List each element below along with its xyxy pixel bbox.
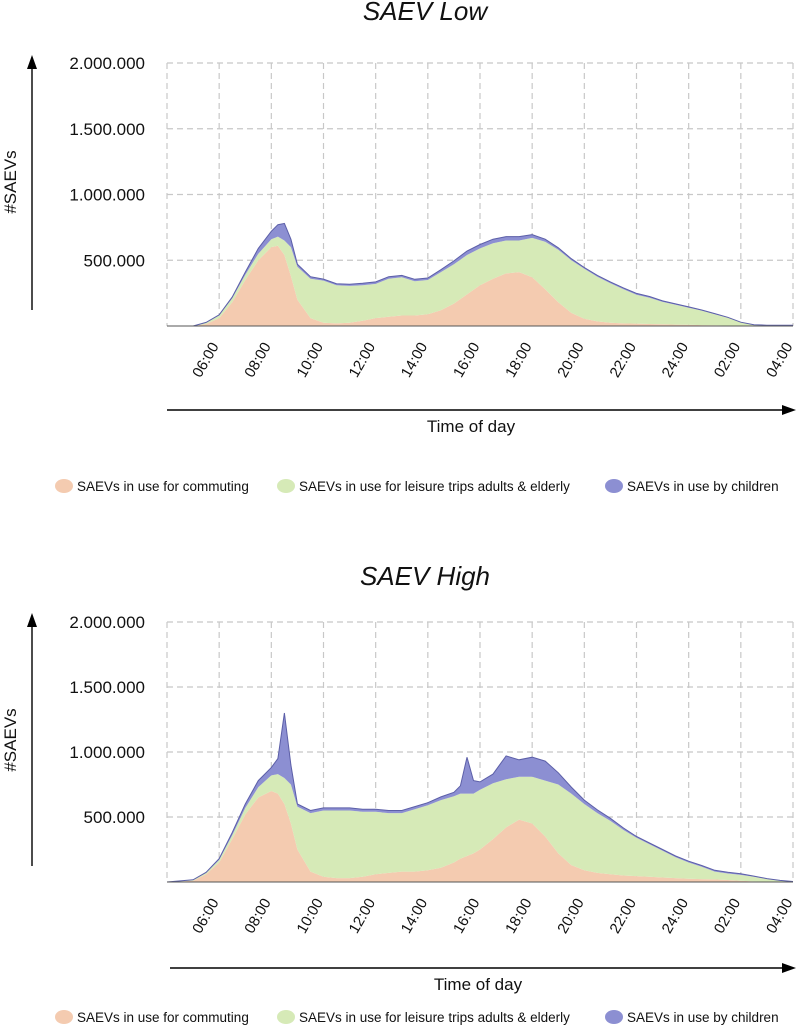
legend-label-commuting: SAEVs in use for commuting [77, 1010, 249, 1025]
area-series-2 [167, 774, 793, 882]
legend: SAEVs in use for commuting SAEVs in use … [55, 479, 779, 494]
legend-item-commuting: SAEVs in use for commuting [55, 1010, 249, 1025]
x-tick-label: 24:00 [659, 340, 692, 381]
legend-label-leisure: SAEVs in use for leisure trips adults & … [299, 479, 570, 494]
y-axis-arrow-head [27, 613, 37, 627]
area-series-group [166, 712, 794, 883]
x-tick-label: 10:00 [293, 896, 326, 937]
x-tick-label: 14:00 [398, 895, 431, 936]
legend-item-leisure: SAEVs in use for leisure trips adults & … [277, 1010, 570, 1025]
chart-title: SAEV Low [363, 0, 490, 26]
area-total-outline [166, 712, 794, 883]
y-tick-labels: 500.000 1.000.000 1.500.000 2.000.000 [69, 613, 145, 827]
x-tick-label: 04:00 [763, 896, 796, 937]
legend-swatch-commuting [55, 1010, 73, 1024]
legend-swatch-leisure [277, 1010, 295, 1024]
legend-item-children: SAEVs in use by children [605, 1010, 779, 1025]
legend-swatch-commuting [55, 479, 73, 493]
legend-item-leisure: SAEVs in use for leisure trips adults & … [277, 479, 570, 494]
x-tick-label: 18:00 [502, 896, 535, 937]
y-tick-label: 2.000.000 [69, 613, 145, 632]
y-axis-label: #SAEVs [1, 708, 20, 771]
chart-panel-saev-low: SAEV Low 500.000 1.000.000 1.500.000 2.000.… [1, 0, 796, 494]
x-tick-labels: 06:00 08:00 10:00 12:00 14:00 16:00 18:00 20:00… [189, 339, 796, 380]
area-series-group [167, 222, 794, 327]
x-tick-label: 06:00 [189, 340, 222, 381]
chart-panel-saev-high: SAEV High 500.000 1.000.000 1.500.000 2.000… [1, 561, 796, 1025]
x-tick-label: 08:00 [241, 339, 274, 380]
y-tick-label: 1.000.000 [69, 186, 145, 205]
x-tick-label: 08:00 [241, 895, 274, 936]
x-axis-label: Time of day [434, 975, 523, 994]
legend-label-children: SAEVs in use by children [627, 479, 779, 494]
x-axis-label: Time of day [427, 417, 516, 436]
x-tick-label: 02:00 [711, 895, 744, 936]
x-tick-label: 22:00 [606, 340, 639, 381]
legend-item-children: SAEVs in use by children [605, 479, 779, 494]
area-series-2 [193, 236, 794, 326]
legend-swatch-children [605, 1010, 623, 1024]
area-series-1 [193, 245, 794, 326]
x-tick-label: 24:00 [659, 896, 692, 937]
area-series-1 [167, 791, 793, 882]
y-axis-arrow-head [27, 55, 37, 69]
legend-label-leisure: SAEVs in use for leisure trips adults & … [299, 1010, 570, 1025]
y-tick-label: 2.000.000 [69, 54, 145, 73]
x-tick-label: 16:00 [450, 896, 483, 937]
y-tick-label: 1.000.000 [69, 743, 145, 762]
x-tick-label: 14:00 [398, 339, 431, 380]
x-tick-label: 22:00 [606, 896, 639, 937]
x-axis-arrow-head [782, 405, 796, 415]
legend-label-commuting: SAEVs in use for commuting [77, 479, 249, 494]
x-tick-label: 20:00 [554, 339, 587, 380]
area-total-outline [192, 222, 794, 327]
legend-swatch-leisure [277, 479, 295, 493]
x-tick-label: 10:00 [293, 340, 326, 381]
x-tick-label: 20:00 [554, 895, 587, 936]
x-tick-label: 12:00 [346, 896, 379, 937]
x-tick-label: 12:00 [346, 340, 379, 381]
y-tick-label: 1.500.000 [69, 120, 145, 139]
legend-item-commuting: SAEVs in use for commuting [55, 479, 249, 494]
x-tick-labels: 06:00 08:00 10:00 12:00 14:00 16:00 18:00 20:00… [189, 895, 796, 936]
x-tick-label: 16:00 [450, 340, 483, 381]
legend-swatch-children [605, 479, 623, 493]
y-tick-label: 500.000 [84, 251, 145, 270]
y-tick-label: 1.500.000 [69, 678, 145, 697]
chart-title: SAEV High [360, 561, 490, 591]
x-axis-arrow-head [782, 963, 796, 973]
y-axis-label: #SAEVs [1, 150, 20, 213]
x-tick-label: 06:00 [189, 896, 222, 937]
x-tick-label: 02:00 [711, 339, 744, 380]
y-tick-label: 500.000 [84, 808, 145, 827]
x-tick-label: 04:00 [763, 340, 796, 381]
legend-label-children: SAEVs in use by children [627, 1010, 779, 1025]
x-tick-label: 18:00 [502, 340, 535, 381]
y-tick-labels: 500.000 1.000.000 1.500.000 2.000.000 [69, 54, 145, 270]
legend: SAEVs in use for commuting SAEVs in use … [55, 1010, 779, 1025]
